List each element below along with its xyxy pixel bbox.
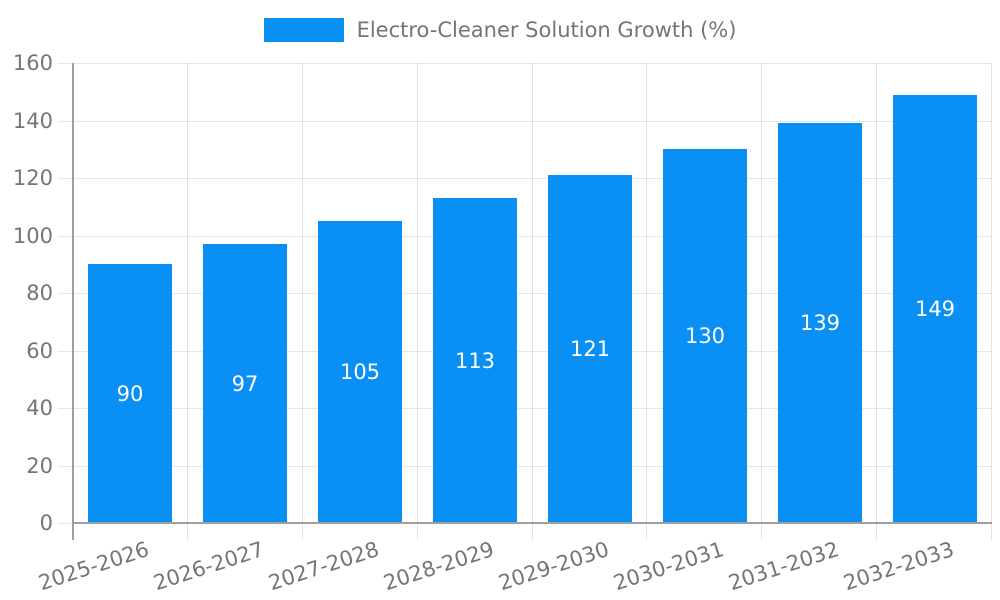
v-gridline bbox=[187, 63, 188, 540]
v-gridline bbox=[646, 63, 647, 540]
y-tick-label: 160 bbox=[12, 51, 53, 75]
y-tick-label: 60 bbox=[26, 339, 53, 363]
x-tick-label: 2031-2032 bbox=[725, 537, 842, 596]
h-gridline bbox=[58, 121, 992, 122]
x-tick-label: 2032-2033 bbox=[840, 537, 957, 596]
x-tick-label: 2030-2031 bbox=[610, 537, 727, 596]
bar-value-label: 130 bbox=[684, 324, 726, 348]
bar[interactable]: 113 bbox=[433, 198, 517, 523]
bar-value-label: 149 bbox=[914, 297, 956, 321]
bar-value-label: 90 bbox=[116, 381, 144, 406]
h-gridline bbox=[58, 293, 992, 294]
bar[interactable]: 97 bbox=[203, 244, 287, 523]
bar-value-label: 105 bbox=[339, 360, 381, 384]
legend-label: Electro-Cleaner Solution Growth (%) bbox=[356, 18, 737, 42]
bar[interactable]: 139 bbox=[778, 123, 862, 523]
h-gridline bbox=[58, 178, 992, 179]
y-tick-label: 80 bbox=[26, 281, 53, 305]
x-axis-line bbox=[73, 522, 992, 524]
h-gridline bbox=[58, 63, 992, 64]
x-tick-label: 2029-2030 bbox=[495, 537, 612, 596]
h-gridline bbox=[58, 351, 992, 352]
x-tick-label: 2025-2026 bbox=[35, 537, 152, 596]
legend-item[interactable]: Electro-Cleaner Solution Growth (%) bbox=[0, 16, 1000, 44]
y-tick-label: 20 bbox=[26, 454, 53, 478]
bar-value-label: 113 bbox=[454, 348, 496, 373]
y-axis-line bbox=[72, 63, 74, 540]
x-tick-label: 2027-2028 bbox=[265, 537, 382, 596]
bar[interactable]: 121 bbox=[548, 175, 632, 523]
v-gridline bbox=[991, 63, 992, 540]
y-tick-label: 100 bbox=[12, 224, 53, 248]
v-gridline bbox=[532, 63, 533, 540]
bar-value-label: 139 bbox=[799, 311, 841, 335]
bar[interactable]: 149 bbox=[893, 95, 977, 523]
x-tick-label: 2026-2027 bbox=[150, 537, 267, 596]
bar-value-label: 97 bbox=[231, 371, 259, 396]
bar[interactable]: 90 bbox=[88, 264, 172, 523]
bar-value-label: 121 bbox=[569, 337, 611, 361]
v-gridline bbox=[761, 63, 762, 540]
bar[interactable]: 130 bbox=[663, 149, 747, 523]
bar[interactable]: 105 bbox=[318, 221, 402, 523]
h-gridline bbox=[58, 236, 992, 237]
h-gridline bbox=[58, 408, 992, 409]
y-tick-label: 0 bbox=[39, 511, 53, 535]
legend-swatch bbox=[263, 18, 344, 42]
v-gridline bbox=[876, 63, 877, 540]
x-tick-label: 2028-2029 bbox=[380, 537, 497, 596]
v-gridline bbox=[417, 63, 418, 540]
h-gridline bbox=[58, 466, 992, 467]
y-tick-label: 40 bbox=[26, 396, 53, 420]
plot-area: 0 20 40 60 80 100 120 140 160 90 2025-2026 97 2026-2… bbox=[13, 51, 992, 595]
y-tick-label: 140 bbox=[12, 109, 53, 133]
v-gridline bbox=[302, 63, 303, 540]
y-tick-label: 120 bbox=[12, 166, 53, 190]
